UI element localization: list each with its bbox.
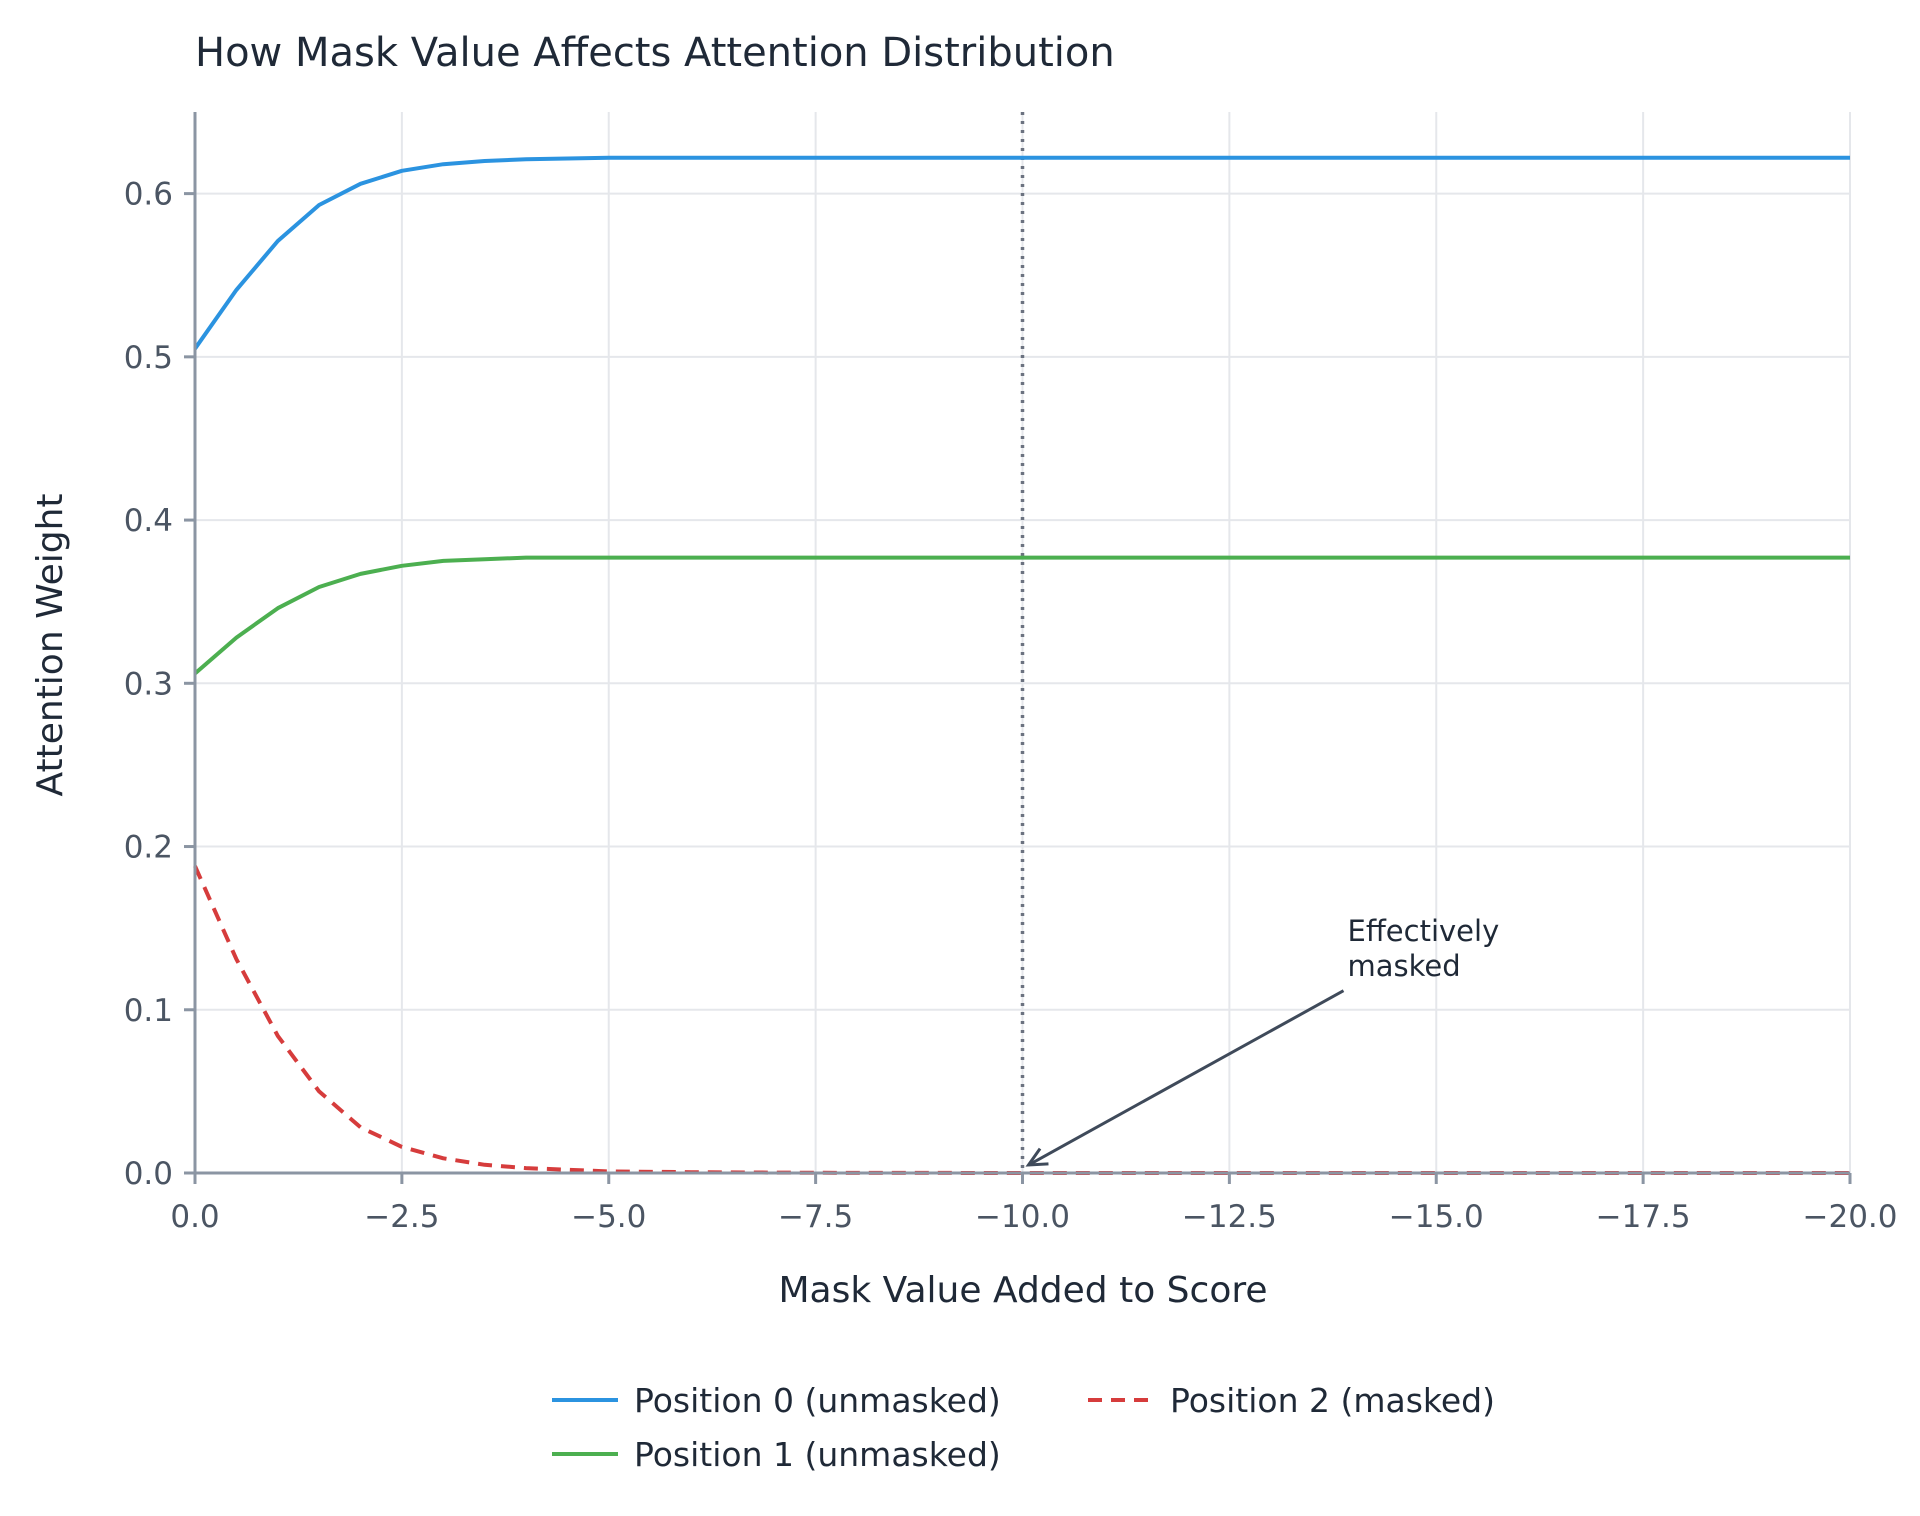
y-tick-label: 0.4 bbox=[124, 503, 173, 539]
legend-label-1: Position 1 (unmasked) bbox=[634, 1435, 1001, 1474]
legend-label-0: Position 0 (unmasked) bbox=[634, 1381, 1001, 1420]
series-line-2 bbox=[193, 865, 1850, 1175]
x-tick-label: −10.0 bbox=[975, 1199, 1070, 1235]
x-tick-label: −15.0 bbox=[1389, 1199, 1484, 1235]
legend: Position 0 (unmasked) Position 1 (unmaske… bbox=[552, 1381, 1495, 1474]
ticks: 0.0 −2.5 −5.0 −7.5 −10.0 −12.5 −15.0 −17.5 −20.0… bbox=[124, 177, 1898, 1235]
x-tick-label: −7.5 bbox=[778, 1199, 853, 1235]
x-tick-label: −17.5 bbox=[1596, 1199, 1691, 1235]
y-tick-label: 0.3 bbox=[124, 666, 173, 702]
y-axis-label: Attention Weight bbox=[30, 493, 71, 796]
x-tick-label: −12.5 bbox=[1182, 1199, 1277, 1235]
series-line-0 bbox=[193, 155, 1850, 350]
annotation-arrow-line bbox=[1027, 989, 1345, 1167]
chart-title: How Mask Value Affects Attention Distrib… bbox=[195, 30, 1115, 76]
annotation-text-line2: masked bbox=[1348, 949, 1461, 983]
x-tick-label: −2.5 bbox=[364, 1199, 439, 1235]
y-tick-label: 0.0 bbox=[124, 1156, 173, 1192]
series-line-1 bbox=[193, 555, 1850, 676]
x-tick-label: −20.0 bbox=[1803, 1199, 1898, 1235]
annotation-arrow-head bbox=[1025, 1147, 1049, 1167]
series-group bbox=[193, 155, 1850, 1175]
y-tick-label: 0.5 bbox=[124, 340, 173, 376]
legend-label-2: Position 2 (masked) bbox=[1170, 1381, 1495, 1420]
y-tick-label: 0.6 bbox=[124, 177, 173, 213]
y-tick-label: 0.2 bbox=[124, 830, 173, 866]
x-tick-label: −5.0 bbox=[571, 1199, 646, 1235]
x-tick-label: 0.0 bbox=[170, 1199, 219, 1235]
y-tick-label: 0.1 bbox=[124, 993, 173, 1029]
annotation-text-line1: Effectively bbox=[1348, 914, 1500, 948]
x-axis-label: Mask Value Added to Score bbox=[778, 1270, 1267, 1311]
